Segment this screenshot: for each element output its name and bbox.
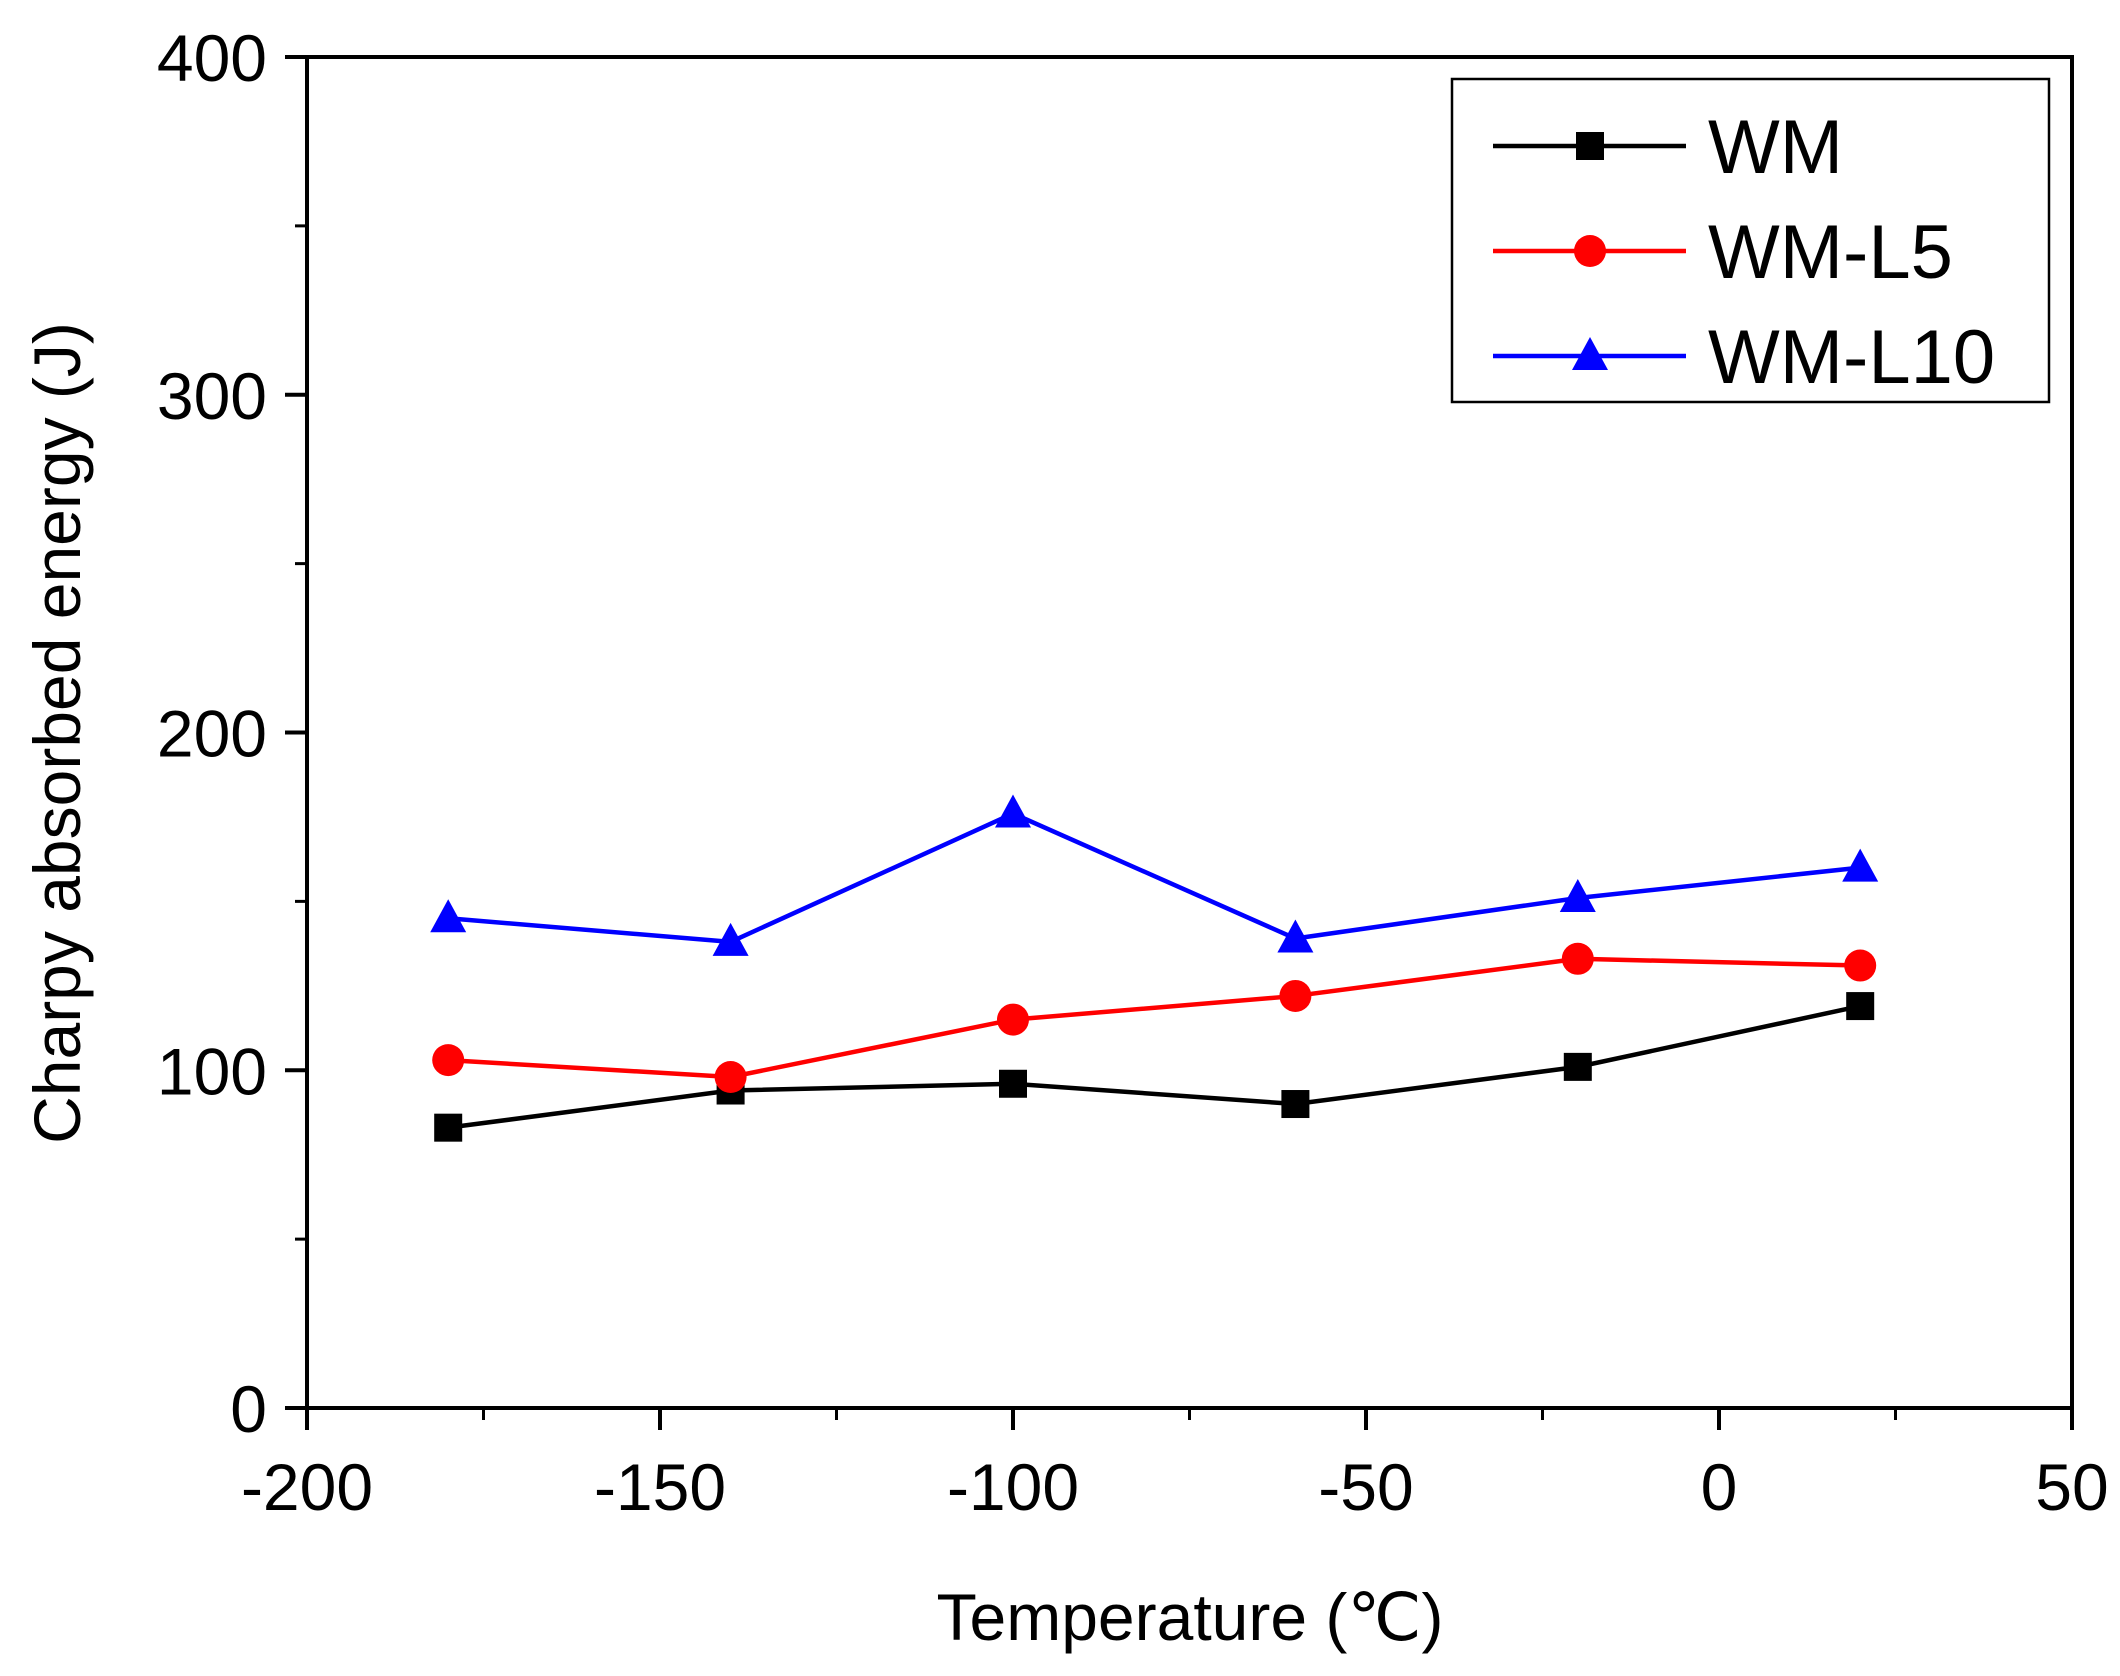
series-line-wm-l5 (448, 956, 1861, 1080)
y-axis-title: Charpy absorbed energy (J) (20, 322, 94, 1144)
x-tick-label: -100 (947, 1450, 1079, 1524)
y-tick-label: 200 (157, 697, 267, 771)
legend-label-wm: WM (1708, 105, 1843, 190)
data-point-wm (999, 1069, 1027, 1098)
x-tick-label: -150 (594, 1450, 726, 1524)
data-point-wm-l10 (1842, 848, 1879, 882)
y-axis: 0 100 200 300 400 (157, 21, 307, 1446)
legend-label-wm-l5: WM-L5 (1708, 210, 1953, 295)
data-point-wm-l5 (1844, 949, 1877, 982)
x-tick-label: 50 (2035, 1450, 2108, 1524)
legend-marker-wm-l10 (1572, 337, 1608, 370)
data-point-wm (1846, 992, 1875, 1021)
data-point-wm-l10 (430, 899, 467, 933)
y-tick-label: 400 (157, 21, 267, 95)
data-point-wm (1281, 1090, 1310, 1119)
legend-marker-wm-l5 (1574, 235, 1606, 267)
x-tick-label: -50 (1318, 1450, 1413, 1524)
y-tick-label: 300 (157, 359, 267, 433)
data-point-wm-l5 (1279, 979, 1312, 1012)
legend-marker-wm (1576, 132, 1604, 160)
data-point-wm-l10 (1277, 919, 1314, 953)
x-tick-label: 0 (1701, 1450, 1738, 1524)
data-point-wm-l5 (432, 1044, 465, 1077)
x-tick-label: -200 (241, 1450, 373, 1524)
data-point-wm-l5 (714, 1061, 747, 1094)
legend-box (1450, 77, 2051, 404)
legend-label-wm-l10: WM-L10 (1708, 315, 1995, 400)
data-point-wm-l5 (997, 1003, 1029, 1036)
series-line-wm (447, 1003, 1861, 1130)
x-axis: -200 -150 -100 -50 0 50 (241, 1408, 2109, 1524)
legend: WM WM-L5 WM-L10 (1450, 77, 2051, 404)
y-tick-label: 100 (157, 1034, 267, 1108)
data-point-wm-l10 (1559, 878, 1596, 912)
series-line-wm-l10 (448, 811, 1861, 945)
data-point-wm-l10 (995, 794, 1031, 828)
data-point-wm (434, 1113, 463, 1142)
data-point-wm-l5 (1561, 942, 1594, 975)
y-tick-label: 0 (230, 1372, 267, 1446)
x-axis-title: Temperature (℃) (937, 1580, 1444, 1654)
series-layer (430, 794, 1879, 1142)
data-point-wm-l10 (712, 922, 749, 956)
data-point-wm (1563, 1052, 1592, 1081)
